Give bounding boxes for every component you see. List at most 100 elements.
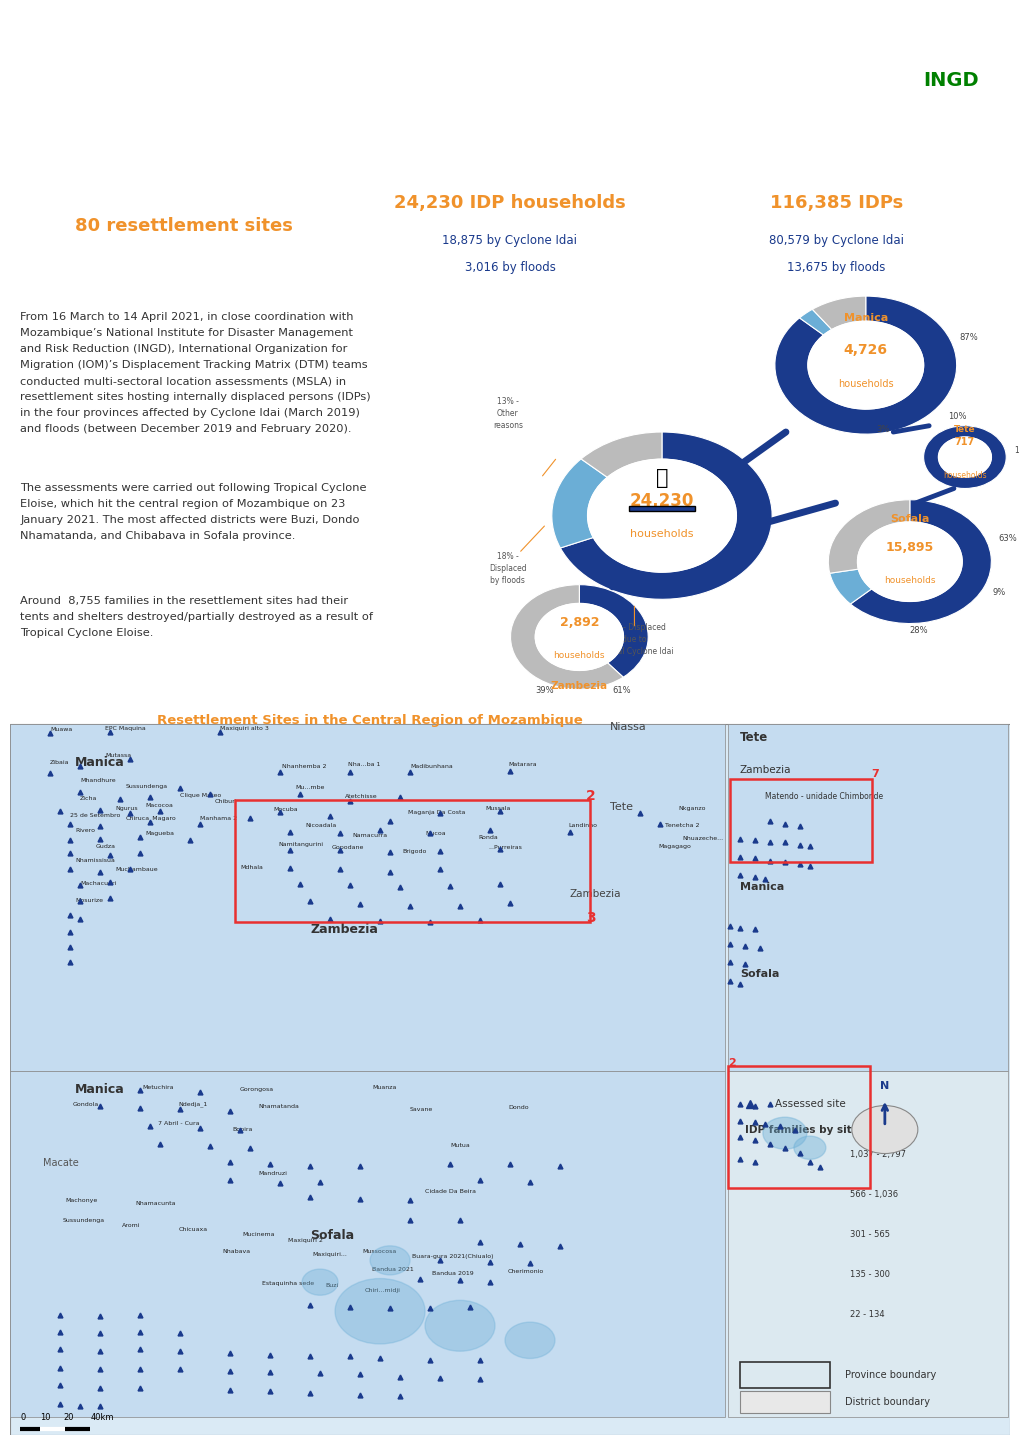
Wedge shape (774, 296, 956, 434)
Text: Mussocosa: Mussocosa (362, 1249, 396, 1255)
Text: Ndedja_1: Ndedja_1 (178, 1102, 207, 1107)
Text: Sofala: Sofala (310, 1229, 354, 1242)
Text: Matendo - unidade Chimbonde: Matendo - unidade Chimbonde (764, 792, 882, 800)
Text: Resettlement Sites in the Central Region of Mozambique: Resettlement Sites in the Central Region… (157, 714, 583, 727)
Text: Data collection period: 18 March - 14 April 2021: Data collection period: 18 March - 14 Ap… (407, 141, 674, 151)
Wedge shape (799, 309, 830, 335)
Text: Maxiquiri 2: Maxiquiri 2 (287, 1237, 323, 1243)
Text: Nhabava: Nhabava (222, 1249, 250, 1255)
Circle shape (807, 322, 923, 410)
FancyBboxPatch shape (728, 724, 1007, 1071)
Text: Tete: Tete (609, 802, 633, 812)
Circle shape (762, 1118, 806, 1149)
Text: 2: 2 (728, 1057, 735, 1067)
Text: 24,230: 24,230 (629, 492, 694, 510)
Text: Nicoadala: Nicoadala (305, 823, 336, 828)
FancyBboxPatch shape (10, 1071, 725, 1416)
Text: 22 - 134: 22 - 134 (849, 1311, 883, 1319)
Text: 10: 10 (40, 1413, 51, 1422)
Text: Around  8,755 families in the resettlement sites had their
tents and shelters de: Around 8,755 families in the resettlemen… (20, 597, 373, 639)
Wedge shape (579, 584, 647, 678)
Text: The assessments were carried out following Tropical Cyclone
Eloise, which hit th: The assessments were carried out followi… (20, 483, 367, 541)
Text: Mutua: Mutua (449, 1144, 470, 1148)
Circle shape (851, 1106, 917, 1154)
Text: 20: 20 (63, 1413, 73, 1422)
Circle shape (793, 1136, 825, 1159)
Text: 28%: 28% (909, 626, 927, 634)
Text: Namacurra: Namacurra (352, 832, 387, 838)
Text: 10%: 10% (948, 412, 966, 421)
Text: 3%: 3% (876, 425, 890, 434)
Text: Zambezia: Zambezia (310, 923, 378, 936)
Text: 40km: 40km (90, 1413, 113, 1422)
Text: Mhandhure: Mhandhure (81, 779, 116, 783)
Text: 13,675 by floods: 13,675 by floods (787, 261, 884, 274)
Circle shape (334, 1279, 425, 1344)
Text: Matarara: Matarara (507, 763, 536, 767)
Text: Buzi: Buzi (325, 1283, 338, 1288)
Text: 👥: 👥 (655, 469, 667, 487)
Circle shape (302, 1269, 337, 1295)
Text: Tete: Tete (739, 731, 767, 744)
Text: Manica: Manica (75, 756, 124, 769)
Text: Muchambaue: Muchambaue (115, 867, 158, 872)
Text: Tenetcha 2: Tenetcha 2 (664, 823, 699, 828)
Text: District boundary: District boundary (844, 1397, 929, 1407)
Text: Sofala: Sofala (890, 513, 928, 523)
Text: 566 - 1,036: 566 - 1,036 (849, 1191, 897, 1200)
Text: N: N (879, 1082, 889, 1092)
Text: Aromi: Aromi (122, 1223, 141, 1229)
Text: Sofala: Sofala (739, 969, 779, 979)
Text: Rivero: Rivero (75, 828, 95, 832)
Text: 2,892: 2,892 (559, 616, 598, 629)
Text: Mu...mbe: Mu...mbe (294, 786, 324, 790)
Text: Landinho: Landinho (568, 823, 596, 828)
Text: Gudza: Gudza (95, 844, 115, 848)
Wedge shape (551, 459, 606, 548)
Text: Mucinema: Mucinema (242, 1233, 274, 1237)
Text: Maxiquiri...: Maxiquiri... (312, 1252, 346, 1257)
Text: households: households (943, 472, 985, 480)
Text: 4,726: 4,726 (843, 343, 887, 358)
Text: 2: 2 (585, 789, 595, 803)
Text: households: households (553, 652, 604, 660)
Text: households: households (838, 379, 893, 389)
Text: 1,037 - 2,797: 1,037 - 2,797 (849, 1151, 905, 1159)
Text: 7 Abril - Cura: 7 Abril - Cura (158, 1122, 200, 1126)
Text: Buara-gura 2021(Chiualo): Buara-gura 2021(Chiualo) (412, 1255, 493, 1259)
Text: Atetchisse: Atetchisse (344, 795, 377, 799)
Text: Manhama 2: Manhama 2 (200, 816, 237, 820)
Text: Nkganzo: Nkganzo (678, 806, 705, 810)
Text: Province boundary: Province boundary (844, 1370, 935, 1380)
Text: Nhamatanda: Nhamatanda (258, 1103, 299, 1109)
Circle shape (504, 1322, 554, 1358)
Text: Brigodo: Brigodo (401, 849, 426, 855)
Text: Mutassa: Mutassa (105, 753, 131, 757)
Text: Chiruca_Magaro: Chiruca_Magaro (125, 816, 175, 822)
Circle shape (425, 1301, 494, 1351)
Text: IOM DISPLACEMENT: IOM DISPLACEMENT (117, 87, 201, 97)
Text: 80 resettlement sites: 80 resettlement sites (74, 218, 292, 235)
Text: 3,016 by floods: 3,016 by floods (464, 261, 555, 274)
Text: Zambezia: Zambezia (739, 766, 791, 776)
Text: Sussundenga: Sussundenga (125, 784, 167, 789)
Text: Assessed site: Assessed site (774, 1099, 845, 1109)
Text: Nhamissisua: Nhamissisua (75, 858, 115, 864)
Circle shape (370, 1246, 410, 1275)
Text: Mussala: Mussala (485, 806, 510, 810)
Wedge shape (923, 425, 1006, 489)
FancyBboxPatch shape (881, 17, 1019, 144)
Circle shape (535, 603, 623, 671)
Text: 80,579 by Cyclone Idai: 80,579 by Cyclone Idai (768, 234, 903, 247)
Text: Dondo: Dondo (507, 1105, 528, 1110)
Text: Muanza: Muanza (372, 1084, 396, 1090)
Text: Maganja Da Costa: Maganja Da Costa (408, 810, 465, 815)
Text: Magueba: Magueba (145, 831, 174, 835)
Text: Cidade Da Beira: Cidade Da Beira (425, 1188, 476, 1194)
Text: Mocuba: Mocuba (273, 808, 298, 812)
Text: 717: 717 (954, 437, 974, 447)
Text: 9%: 9% (991, 588, 1005, 597)
Text: 116,385 IDPs: 116,385 IDPs (769, 195, 902, 212)
Text: Mdhala: Mdhala (239, 865, 263, 871)
Circle shape (587, 459, 736, 572)
